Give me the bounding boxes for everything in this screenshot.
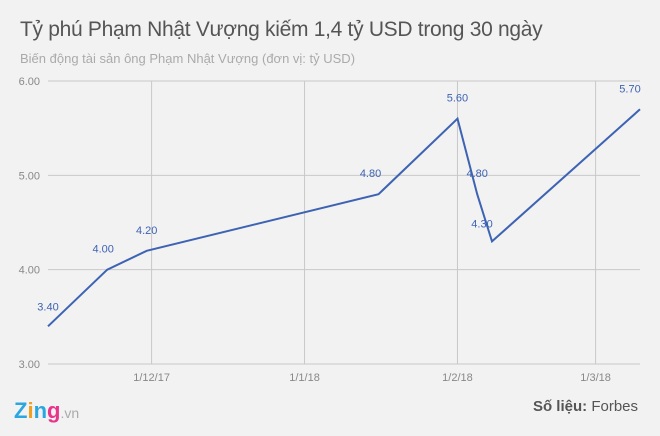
x-tick-label: 1/2/18 <box>442 372 473 384</box>
data-point <box>491 240 494 243</box>
data-point <box>145 249 148 252</box>
data-label: 3.40 <box>37 301 58 313</box>
y-tick-label: 5.00 <box>19 170 40 182</box>
x-tick-label: 1/1/18 <box>289 372 320 384</box>
data-point <box>377 193 380 196</box>
data-point <box>106 268 109 271</box>
data-point <box>456 117 459 120</box>
data-label: 4.80 <box>360 168 381 180</box>
source-value: Forbes <box>591 398 638 415</box>
source-label: Số liệu: <box>532 398 588 415</box>
data-label: 4.80 <box>466 168 487 180</box>
chart-subtitle: Biến động tài sản ông Phạm Nhật Vượng (đ… <box>20 51 356 66</box>
source-note: Số liệu: Forbes <box>533 398 638 415</box>
data-label: 5.60 <box>447 93 468 105</box>
data-label: 4.30 <box>471 218 492 230</box>
x-tick-label: 1/12/17 <box>133 372 170 384</box>
chart-title: Tỷ phú Phạm Nhật Vượng kiếm 1,4 tỷ USD t… <box>20 18 543 41</box>
data-point <box>639 108 642 111</box>
data-label: 4.00 <box>92 244 113 256</box>
y-tick-label: 6.00 <box>19 76 40 88</box>
logo-suffix: .vn <box>60 405 80 421</box>
data-point <box>476 193 479 196</box>
data-point <box>47 325 50 328</box>
data-label: 5.70 <box>619 83 640 95</box>
y-tick-label: 3.00 <box>19 359 40 371</box>
zing-logo: Zing.vn <box>14 398 80 423</box>
series-line <box>47 108 641 328</box>
x-tick-label: 1/3/18 <box>580 372 611 384</box>
data-label: 4.20 <box>136 225 157 237</box>
y-tick-label: 4.00 <box>19 265 40 277</box>
